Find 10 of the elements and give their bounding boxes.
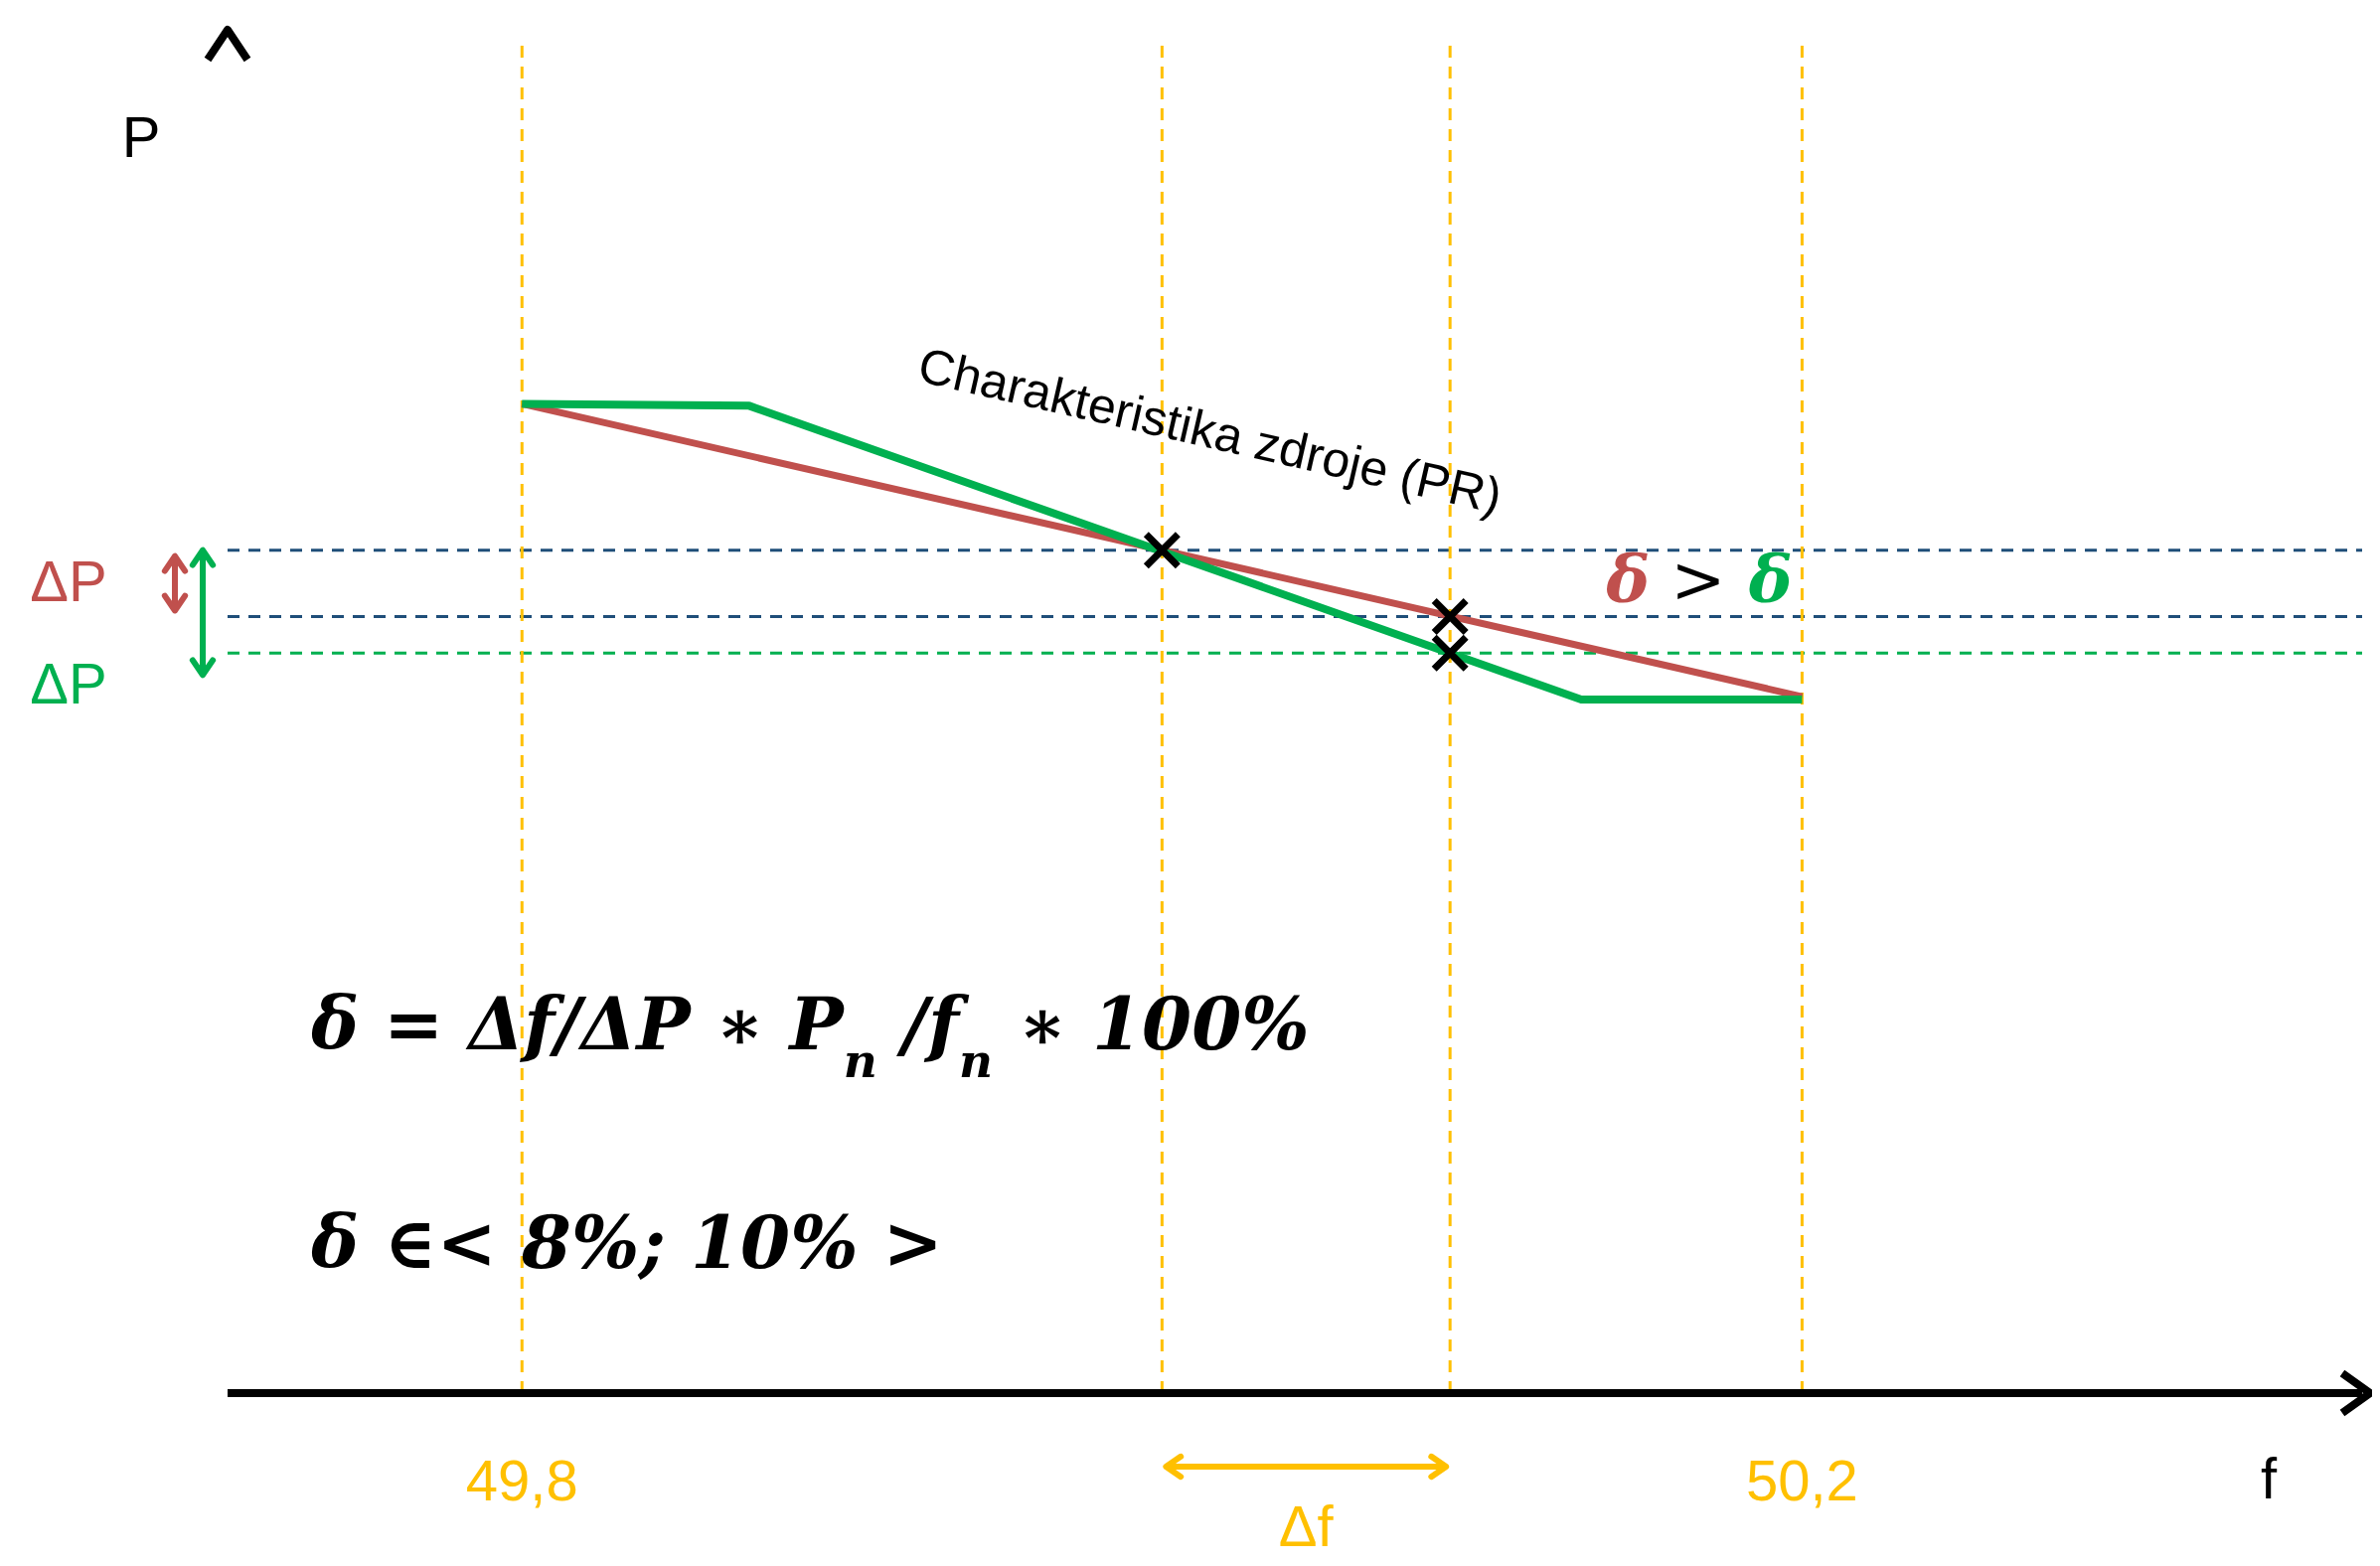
y-axis-title: P <box>121 104 161 169</box>
annotation: δ > δ <box>1605 541 1793 618</box>
annotation: δ ∈< 8%; 10% > <box>310 1200 943 1285</box>
x-tick-label: 49,8 <box>465 1448 578 1512</box>
text: Δf <box>1278 1493 1335 1558</box>
annotation: δ = Δf/ΔP ∗ P$_{n}$/f$_{n}$ ∗ 100% <box>310 982 1310 1088</box>
text: ΔP <box>30 651 107 715</box>
x-axis-title: f <box>2260 1446 2278 1510</box>
x-tick-label: 50,2 <box>1745 1448 1858 1512</box>
text: ΔP <box>30 548 107 613</box>
